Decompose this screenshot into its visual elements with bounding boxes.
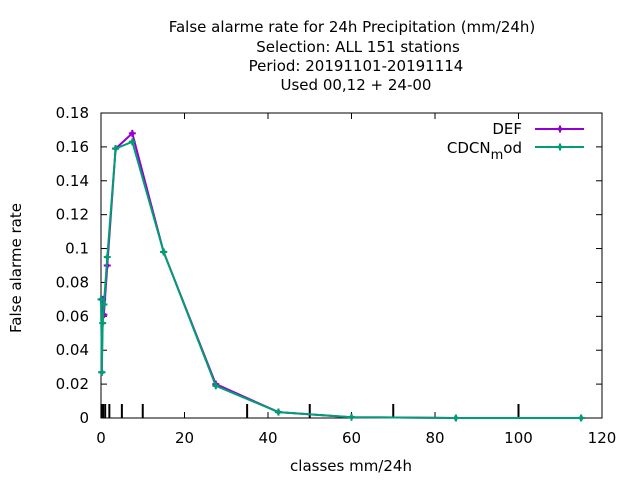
legend-label-def: DEF — [492, 120, 522, 138]
legend-cdcn-tail: od — [503, 139, 522, 157]
title-line-2: Selection: ALL 151 stations — [256, 38, 460, 56]
plot-frame — [100, 112, 603, 419]
x-axis-label: classes mm/24h — [290, 457, 412, 475]
y-tick-label: 0.08 — [56, 273, 89, 291]
title-line-1: False alarme rate for 24h Precipitation … — [169, 18, 536, 36]
x-tick-label: 0 — [96, 429, 106, 447]
x-tick-label: 120 — [588, 429, 617, 447]
data-point — [274, 408, 282, 416]
chart-title: False alarme rate for 24h Precipitation … — [169, 18, 536, 94]
y-tick-label: 0.12 — [56, 206, 89, 224]
x-tick-label: 80 — [425, 429, 444, 447]
data-point — [128, 129, 136, 137]
data-point — [103, 253, 111, 261]
title-line-4: Used 00,12 + 24-00 — [281, 76, 432, 94]
data-point — [99, 319, 107, 327]
legend-marker — [556, 143, 564, 151]
data-point — [128, 138, 136, 146]
legend: DEF CDCNmod — [447, 120, 584, 163]
data-point — [348, 413, 355, 421]
y-tick-label: 0.04 — [56, 341, 89, 359]
legend-label-cdcn: CDCNmod — [447, 139, 522, 163]
y-tick-label: 0.1 — [65, 240, 89, 258]
data-point — [97, 295, 105, 303]
x-tick-label: 60 — [342, 429, 361, 447]
x-tick-label: 100 — [504, 429, 533, 447]
x-tick-label: 20 — [175, 429, 194, 447]
y-tick-label: 0.18 — [56, 104, 89, 122]
data-point — [112, 145, 120, 153]
y-tick-label: 0.16 — [56, 138, 89, 156]
class-markers — [100, 404, 520, 418]
y-axis: 0 0.02 0.04 0.06 0.08 0.1 0.12 0.14 0.16 0.18 — [56, 104, 602, 427]
data-point — [160, 248, 168, 256]
series-line-1 — [100, 140, 582, 419]
y-tick-label: 0.02 — [56, 375, 89, 393]
data-point — [452, 414, 460, 422]
series-layer — [97, 129, 585, 422]
data-point — [212, 382, 220, 390]
data-point — [100, 300, 108, 308]
title-line-3: Period: 20191101-20191114 — [249, 57, 464, 75]
data-point — [98, 368, 106, 376]
y-tick-label: 0.14 — [56, 172, 89, 190]
y-axis-label: False alarme rate — [7, 203, 25, 333]
y-tick-label: 0.06 — [56, 307, 89, 325]
legend-marker — [556, 125, 564, 133]
data-point — [577, 414, 585, 422]
x-axis: 0 20 40 60 80 100 120 — [96, 113, 616, 447]
legend-cdcn-sub: m — [491, 148, 504, 163]
y-tick-label: 0 — [79, 409, 89, 427]
legend-cdcn-main: CDCN — [447, 139, 491, 157]
x-tick-label: 40 — [258, 429, 277, 447]
